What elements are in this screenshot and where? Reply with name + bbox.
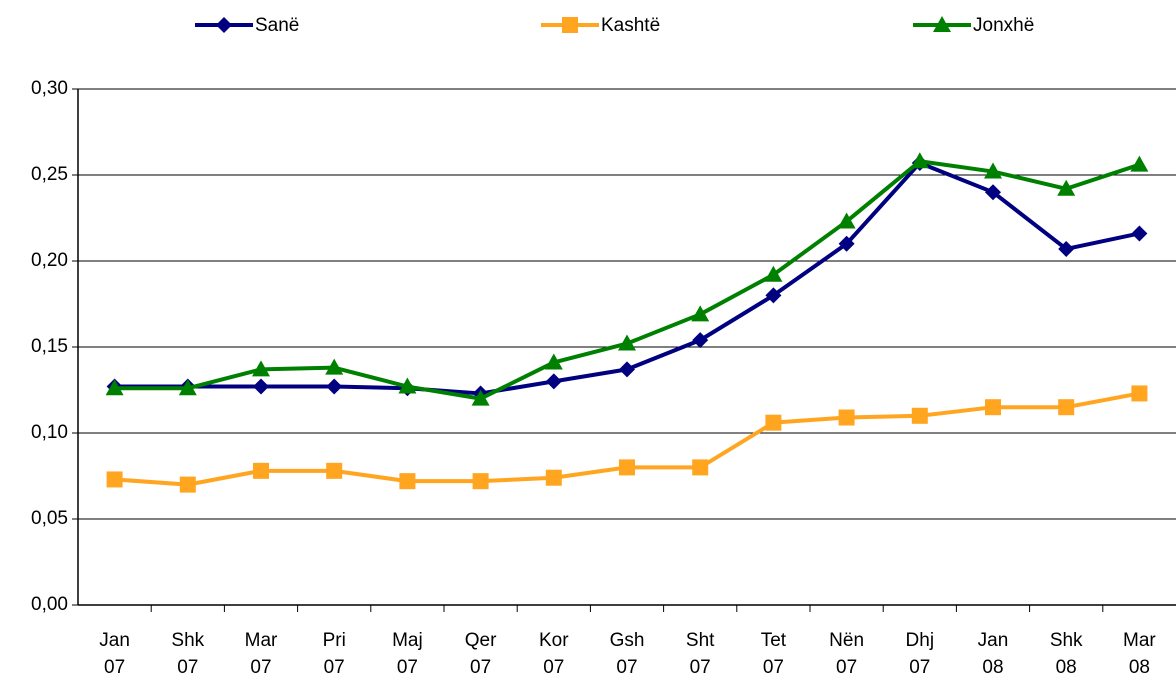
y-tick-label: 0,30 [31,78,68,99]
x-tick-label: Jan 07 [99,630,130,678]
x-tick-label: Mar 08 [1123,630,1156,678]
marker [692,332,709,349]
x-tick-label: Jan 08 [977,630,1009,678]
x-tick-label: Sht 07 [685,630,715,678]
series [105,152,1149,406]
marker [910,152,929,169]
y-tick-label: 0,05 [31,508,68,529]
y-tick-label: 0,15 [31,336,68,357]
marker [179,476,196,493]
legend-label: Kashtë [601,15,660,36]
marker [545,373,562,390]
x-tick-label: Mar 07 [244,630,278,678]
marker [1058,399,1075,416]
marker [1131,385,1148,402]
marker [398,377,417,394]
marker [545,469,562,486]
marker [544,353,563,370]
marker [985,399,1001,416]
x-tick-label: Nën 07 [829,630,865,678]
marker [1130,155,1149,172]
x-tick-label: Qer 07 [464,630,497,678]
marker [216,17,232,33]
marker [837,212,856,229]
y-tick-label: 0,10 [31,422,68,443]
marker [471,389,490,406]
series [106,385,1148,493]
legend-label: Sanë [255,15,299,36]
x-tick-label: Dhj 07 [905,630,935,678]
marker [985,184,1001,201]
x-tick-label: Pri 07 [322,630,346,678]
x-tick-label: Kor 07 [539,630,569,678]
marker [933,16,951,32]
marker [1057,179,1076,196]
series-line [114,160,1140,396]
x-tick-label: Maj 07 [392,630,423,678]
marker [765,287,782,304]
marker [764,265,783,282]
x-tick-label: Shk 08 [1049,630,1083,678]
marker [399,473,416,490]
marker [325,358,344,375]
marker [253,378,269,395]
marker [765,414,782,431]
marker [178,379,197,396]
marker [838,409,855,426]
y-tick-label: 0,00 [31,594,68,615]
marker [619,361,635,378]
x-tick-label: Shk 07 [171,630,205,678]
marker [838,235,855,252]
marker [106,471,123,488]
x-tick-label: Tet 07 [760,630,787,678]
marker [253,462,269,479]
marker [326,378,343,395]
marker [691,305,710,322]
marker [252,360,270,377]
marker [105,379,124,396]
marker [984,162,1002,179]
marker [472,473,489,490]
marker [692,459,709,476]
y-tick-label: 0,20 [31,250,68,271]
marker [618,334,636,351]
marker [1058,240,1075,257]
marker [911,407,928,424]
marker [326,462,343,479]
x-tick-label: Gsh 07 [609,630,645,678]
y-tick-label: 0,25 [31,164,68,185]
legend-label: Jonxhë [973,15,1034,36]
marker [619,459,635,476]
marker [562,17,578,33]
marker [1131,225,1148,242]
